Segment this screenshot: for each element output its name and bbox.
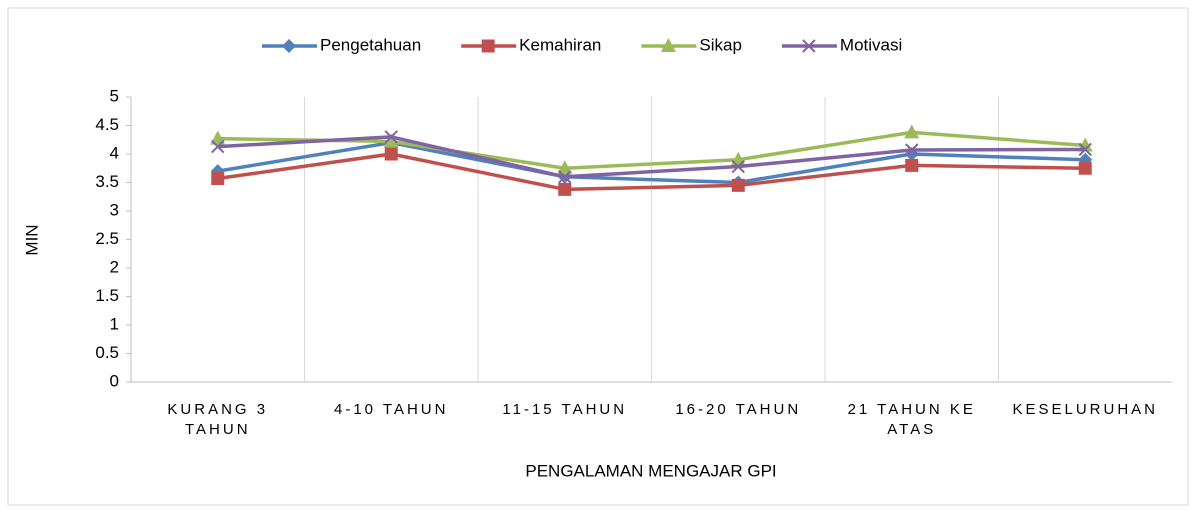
x-tick-label: 16-20 TAHUN bbox=[675, 401, 802, 418]
marker bbox=[802, 39, 816, 53]
y-tick-label: 5 bbox=[110, 86, 119, 105]
series-line bbox=[217, 140, 1086, 185]
marker bbox=[905, 158, 919, 172]
marker bbox=[210, 130, 226, 145]
marker bbox=[558, 170, 572, 184]
chart-border bbox=[7, 7, 1189, 506]
marker bbox=[384, 147, 398, 161]
y-tick-label: 0.5 bbox=[95, 343, 119, 362]
y-tick-label: 2.5 bbox=[95, 229, 119, 248]
series bbox=[211, 147, 1092, 196]
marker bbox=[211, 139, 225, 154]
marker bbox=[383, 133, 399, 148]
x-tick-label: 21 TAHUN KE ATAS bbox=[847, 401, 976, 438]
x-tick-label: KESELURUHAN bbox=[1012, 401, 1159, 418]
legend-label: Pengetahuan bbox=[320, 35, 421, 54]
marker bbox=[558, 182, 572, 196]
marker bbox=[481, 39, 495, 53]
marker bbox=[904, 124, 920, 139]
series-line bbox=[217, 130, 1086, 170]
series bbox=[210, 124, 1093, 175]
marker bbox=[384, 130, 398, 144]
legend-label: Motivasi bbox=[840, 35, 902, 54]
y-tick-label: 2 bbox=[110, 257, 119, 276]
y-tick-label: 0 bbox=[110, 371, 119, 390]
y-tick-label: 4.5 bbox=[95, 115, 119, 134]
y-tick-label: 3.5 bbox=[95, 172, 119, 191]
marker bbox=[731, 159, 745, 174]
y-tick-label: 4 bbox=[110, 143, 119, 162]
marker bbox=[660, 38, 676, 52]
marker bbox=[1078, 142, 1092, 157]
marker bbox=[731, 178, 745, 192]
series-line bbox=[217, 135, 1086, 179]
y-axis-title: MIN bbox=[22, 224, 41, 255]
y-tick-label: 1.5 bbox=[95, 286, 119, 305]
legend-label: Kemahiran bbox=[519, 35, 601, 54]
x-tick-label: KURANG 3 TAHUN bbox=[167, 401, 269, 438]
marker bbox=[557, 160, 573, 175]
series bbox=[211, 130, 1092, 184]
marker bbox=[211, 172, 225, 186]
marker bbox=[282, 39, 296, 53]
x-tick-label: 4-10 TAHUN bbox=[334, 401, 449, 418]
y-tick-label: 3 bbox=[110, 200, 119, 219]
marker bbox=[1078, 161, 1092, 175]
x-axis-title: PENGALAMAN MENGAJAR GPI bbox=[525, 461, 776, 480]
marker bbox=[905, 143, 919, 157]
series-line bbox=[217, 152, 1086, 192]
legend-label: Sikap bbox=[699, 35, 742, 54]
x-tick-label: 11-15 TAHUN bbox=[502, 401, 628, 418]
y-tick-label: 1 bbox=[110, 314, 119, 333]
